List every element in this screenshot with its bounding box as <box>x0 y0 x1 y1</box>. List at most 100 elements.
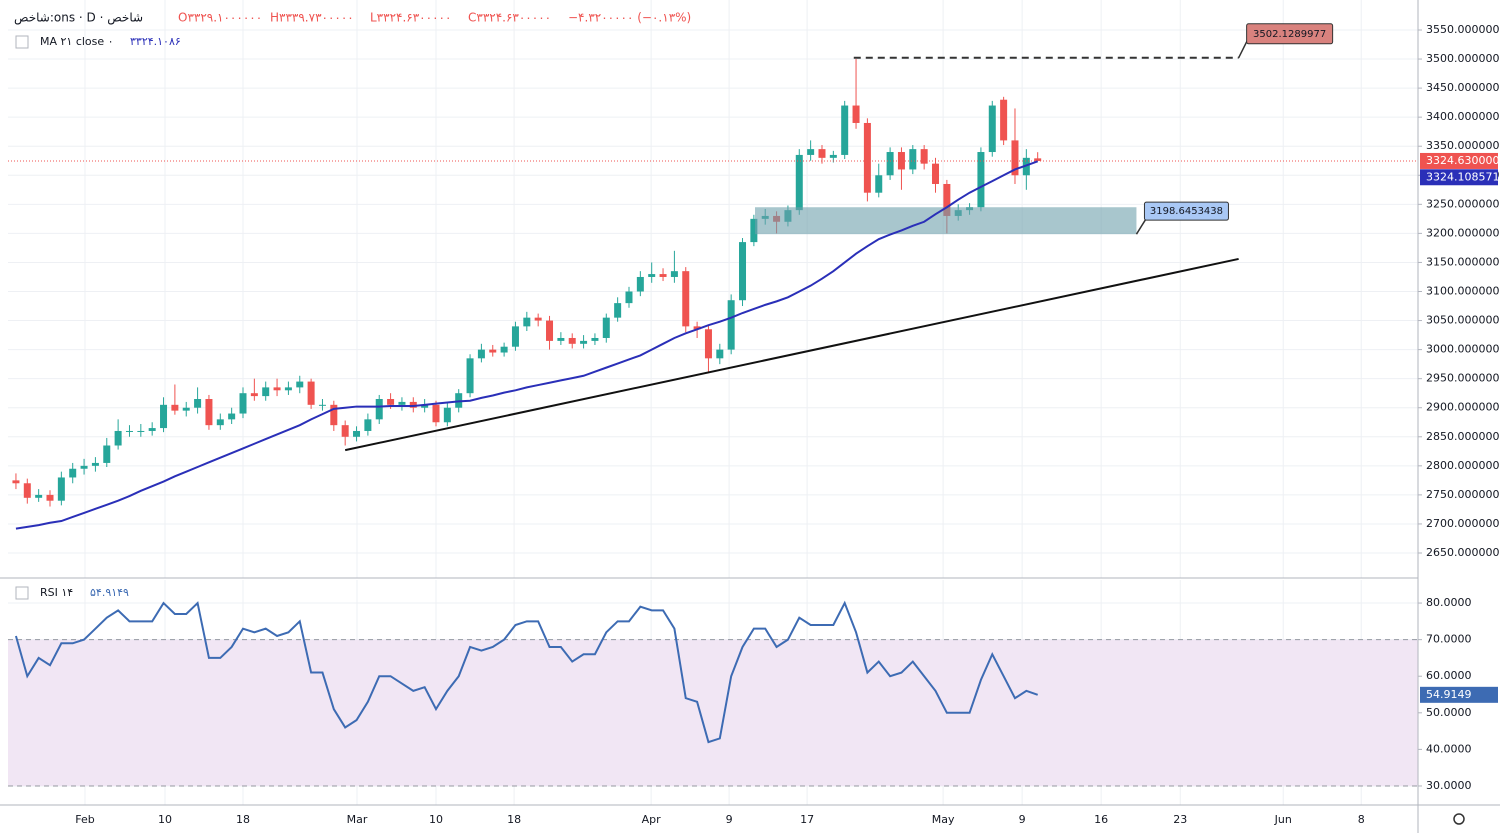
candle-body <box>648 274 656 277</box>
candle-body <box>716 349 724 359</box>
x-tick-label: Jun <box>1274 813 1292 826</box>
candle-body <box>284 387 292 391</box>
candle-body <box>523 317 531 327</box>
settings-icon[interactable] <box>1453 813 1465 825</box>
candle-body <box>148 428 156 431</box>
ma-value: ۳۳۲۴.۱۰۸۶ <box>130 35 181 48</box>
candle-body <box>171 404 179 411</box>
collapse-button[interactable] <box>15 586 29 600</box>
candle-body <box>546 320 554 341</box>
x-tick-label: May <box>932 813 955 826</box>
candle-body <box>818 149 826 158</box>
candle-body <box>330 404 338 426</box>
annotation-label-bg <box>1143 201 1229 221</box>
candle-body <box>182 407 190 411</box>
value-label: 3324.1085714 <box>1426 170 1500 183</box>
y-tick-label: 3250.0000000 <box>1426 197 1500 210</box>
candle-body <box>489 349 497 353</box>
candle-body <box>296 381 304 388</box>
candle-body <box>194 399 202 408</box>
y-tick-label: 3500.0000000 <box>1426 52 1500 65</box>
candle-body <box>341 425 349 437</box>
candle-body <box>35 494 43 498</box>
y-tick-label: 2650.0000000 <box>1426 546 1500 559</box>
candle-body <box>250 393 258 397</box>
ohlc-close: C۳۳۲۴.۶۳۰۰۰۰۰ <box>468 11 551 25</box>
candle-body <box>693 326 701 330</box>
ohlc-change: −۴.۳۲۰۰۰۰۰ (−۰.۱۳%) <box>568 11 691 25</box>
candle-body <box>875 175 883 193</box>
value-label-bg <box>1420 686 1498 703</box>
value-label: 54.9149 <box>1426 688 1472 701</box>
candle-body <box>91 462 99 466</box>
candle-body <box>659 274 667 277</box>
rsi-legend: RSI ۱۴ <box>40 586 73 599</box>
grid <box>8 0 1418 805</box>
candle-body <box>432 404 440 423</box>
candle-body <box>625 291 633 304</box>
rsi-value: ۵۴.۹۱۴۹ <box>90 586 129 599</box>
candle-body <box>568 337 576 344</box>
candle-body <box>57 477 65 501</box>
candle-body <box>1022 157 1030 176</box>
candle-body <box>46 494 54 501</box>
y-tick-label: 2850.0000000 <box>1426 430 1500 443</box>
y-tick-label: 40.0000 <box>1426 742 1472 755</box>
candle-body <box>80 465 88 469</box>
candle-body <box>398 401 406 405</box>
candle-body <box>943 183 951 216</box>
candle-body <box>670 271 678 277</box>
value-label-bg <box>1420 169 1498 186</box>
candle-body <box>353 430 361 437</box>
candle-body <box>704 329 712 359</box>
candle-body <box>273 387 281 391</box>
candle-body <box>114 430 122 446</box>
candle-body <box>477 349 485 359</box>
x-tick-label: 23 <box>1173 813 1187 826</box>
price-label: 3324.6300000 <box>1426 154 1500 167</box>
indicator-line <box>14 600 1039 744</box>
x-tick-label: Mar <box>347 813 368 826</box>
y-tick-label: 2700.0000000 <box>1426 517 1500 530</box>
candle-body <box>682 271 690 327</box>
candle-body <box>897 152 905 170</box>
rsi-band <box>8 639 1418 786</box>
y-tick-label: 30.0000 <box>1426 779 1472 792</box>
candle-body <box>852 105 860 123</box>
candle-body <box>988 105 996 153</box>
x-tick-label: 8 <box>1358 813 1365 826</box>
x-tick-label: 18 <box>236 813 250 826</box>
candle-body <box>920 149 928 164</box>
x-tick-label: Apr <box>642 813 662 826</box>
candle-body <box>239 393 247 414</box>
collapse-button[interactable] <box>15 35 29 49</box>
x-tick-label: 10 <box>429 813 443 826</box>
candle-body <box>216 419 224 426</box>
y-tick-label: 50.0000 <box>1426 706 1472 719</box>
candle-body <box>387 399 395 405</box>
candle-body <box>12 480 20 484</box>
x-tick-label: 9 <box>1019 813 1026 826</box>
candle-body <box>125 430 133 432</box>
candle-body <box>228 413 236 420</box>
x-tick-label: 18 <box>507 813 521 826</box>
candle-body <box>421 404 429 408</box>
symbol: شاخص:ons · D · شاخص <box>14 11 143 26</box>
candle-body <box>557 337 565 341</box>
y-tick-label: 3050.0000000 <box>1426 314 1500 327</box>
candle-body <box>511 326 519 347</box>
candle-body <box>160 404 168 429</box>
candle-body <box>205 399 213 426</box>
ma-legend: MA ۲۱ close ۰ <box>40 35 114 48</box>
annotation-label-bg <box>1246 23 1334 45</box>
candle-body <box>739 242 747 301</box>
zone-rect <box>755 207 1137 235</box>
x-tick-label: 9 <box>726 813 733 826</box>
candle-body <box>1000 99 1008 141</box>
candle-body <box>909 149 917 170</box>
y-tick-label: 3450.0000000 <box>1426 81 1500 94</box>
candle-body <box>1011 140 1019 176</box>
candle-body <box>977 152 985 208</box>
candle-body <box>886 152 894 176</box>
